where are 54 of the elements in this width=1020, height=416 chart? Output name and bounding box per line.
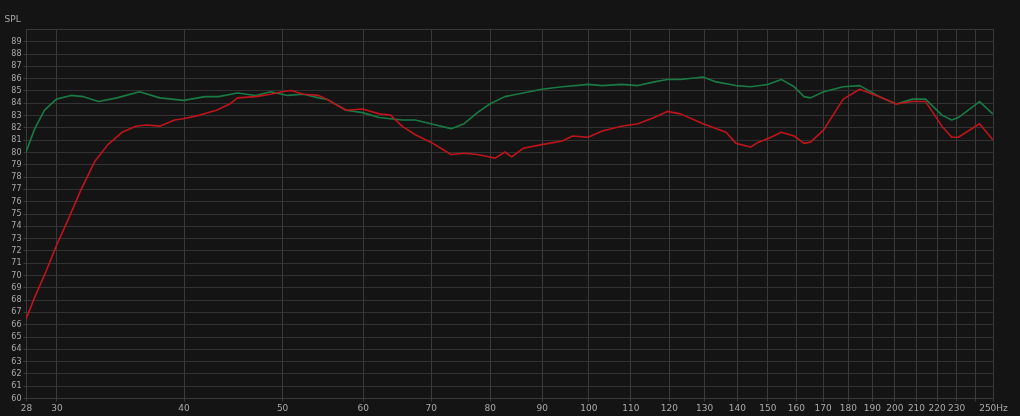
y-tick-label: 69 xyxy=(11,282,22,292)
y-tick-label: 85 xyxy=(11,86,22,95)
y-tick-label: 72 xyxy=(11,245,22,255)
y-tick-label: 77 xyxy=(11,184,22,194)
x-tick-label: 150 xyxy=(759,402,777,413)
x-tick-label: 30 xyxy=(51,402,63,413)
x-tick-label: 220 xyxy=(928,402,946,413)
x-tick-label: 120 xyxy=(660,402,679,413)
y-tick-label: 88 xyxy=(11,49,22,59)
x-tick-label: 50 xyxy=(276,402,289,413)
x-tick-label: 140 xyxy=(728,402,747,413)
y-tick-label: 66 xyxy=(11,319,22,329)
y-tick-label: 84 xyxy=(11,98,22,108)
x-tick-label: 110 xyxy=(622,402,640,413)
x-tick-label: 250Hz xyxy=(979,402,1009,413)
x-tick-label: 210 xyxy=(907,402,926,413)
x-tick-label: 100 xyxy=(580,402,598,413)
y-tick-label: 71 xyxy=(11,258,22,268)
y-axis-title: SPL xyxy=(4,13,21,24)
y-tick-label: 89 xyxy=(11,36,22,46)
y-tick-label: 70 xyxy=(11,270,22,280)
y-tick-label: 61 xyxy=(11,381,22,391)
y-tick-label: 79 xyxy=(11,159,22,169)
x-tick-label: 190 xyxy=(863,402,882,413)
y-tick-label: 81 xyxy=(11,135,22,145)
y-tick-label: 64 xyxy=(11,344,22,354)
y-tick-label: 78 xyxy=(11,172,22,182)
y-tick-label: 65 xyxy=(11,332,22,341)
y-tick-label: 80 xyxy=(11,147,22,157)
y-tick-label: 67 xyxy=(11,307,22,317)
y-tick-label: 75 xyxy=(11,209,22,218)
x-tick-label: 28 xyxy=(20,402,33,413)
x-tick-label: 160 xyxy=(787,402,806,413)
x-tick-label: 130 xyxy=(696,402,714,413)
x-tick-label: 70 xyxy=(425,402,438,413)
y-tick-label: 87 xyxy=(11,61,22,71)
y-tick-label: 83 xyxy=(11,110,22,120)
y-tick-label: 82 xyxy=(11,122,22,132)
y-tick-label: 76 xyxy=(11,196,22,206)
x-tick-label: 200 xyxy=(886,402,904,413)
y-tick-label: 86 xyxy=(11,73,22,83)
y-tick-label: 74 xyxy=(11,221,22,231)
x-tick-label: 170 xyxy=(814,402,833,413)
x-tick-label: 230 xyxy=(948,402,966,413)
y-tick-label: 63 xyxy=(11,356,22,366)
y-tick-label: 62 xyxy=(11,368,22,378)
y-tick-label: 73 xyxy=(11,233,22,243)
x-tick-label: 180 xyxy=(839,402,858,413)
y-tick-label: 68 xyxy=(11,295,22,305)
x-tick-label: 40 xyxy=(178,402,191,413)
y-tick-label: 60 xyxy=(11,393,22,403)
x-tick-label: 60 xyxy=(357,402,370,413)
x-tick-label: 90 xyxy=(536,402,549,413)
x-tick-label: 80 xyxy=(484,402,497,413)
